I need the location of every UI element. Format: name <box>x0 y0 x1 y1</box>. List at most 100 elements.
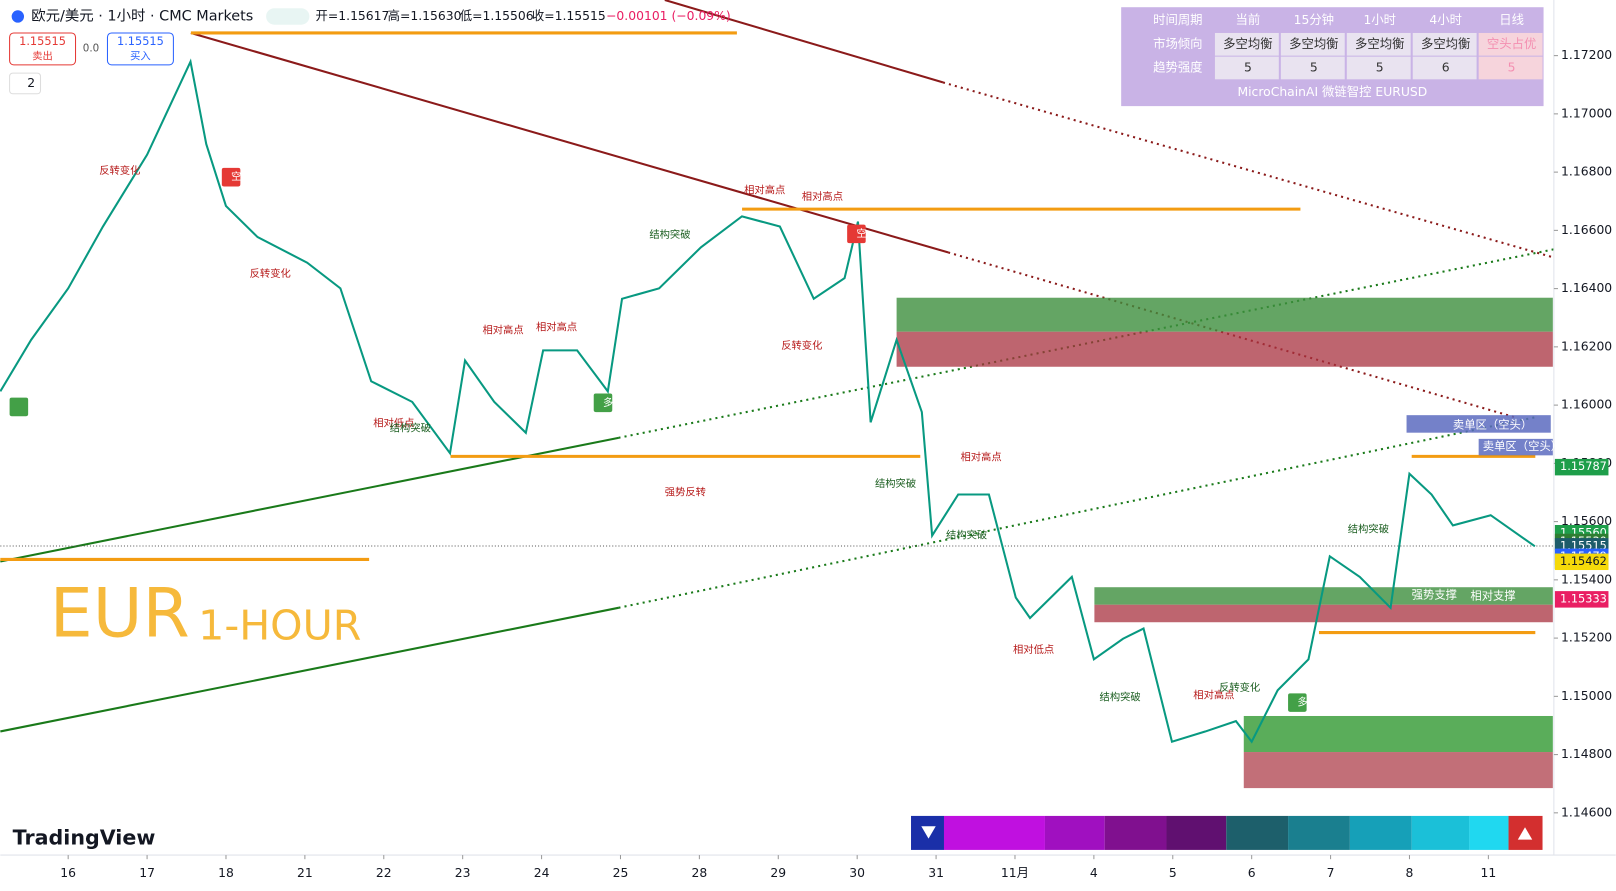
order-block <box>1094 587 1553 605</box>
order-block <box>1094 604 1553 623</box>
y-tick-label: 1.17200 <box>1561 48 1612 62</box>
table-cell-text: 6 <box>1442 60 1450 74</box>
annotation: 相对高点 <box>960 450 1001 463</box>
order-block <box>1243 715 1553 753</box>
trend-line <box>618 416 1536 609</box>
ohlc-open: 开=1.15617 <box>316 9 390 23</box>
levels <box>0 31 1536 635</box>
signal-badge <box>847 224 866 244</box>
x-tick-label: 22 <box>376 866 392 880</box>
watermark-sub: 1-HOUR <box>198 601 361 649</box>
down-arrow <box>921 826 936 839</box>
strip-cell <box>1104 815 1167 850</box>
annotation: 结构突破 <box>649 228 690 241</box>
annotation: 空 <box>856 227 866 240</box>
symbol: 欧元/美元 · 1小时 · CMC Markets <box>31 7 253 24</box>
price-tag-label: 1.15462 <box>1560 554 1607 568</box>
table-cell-text: 多空均衡 <box>1355 37 1404 51</box>
order-block <box>1243 752 1553 789</box>
signal-badge <box>9 397 29 417</box>
table-cell <box>1346 32 1411 56</box>
strip-cell <box>1411 815 1470 850</box>
annotation: 卖单区（空头） <box>1483 439 1562 453</box>
buy-label[interactable]: 买入 <box>130 51 151 63</box>
annotation: 相对高点 <box>536 321 577 334</box>
x-tick-label: 5 <box>1169 866 1177 880</box>
sell-button[interactable] <box>9 32 77 66</box>
sell-price[interactable]: 1.15515 <box>19 34 66 48</box>
x-tick-label: 11月 <box>1001 866 1029 880</box>
ohlc-close: 收=1.15515 <box>532 9 606 23</box>
annotation: 相对高点 <box>744 184 785 197</box>
annotation: 反转变化 <box>1219 681 1260 694</box>
annotation: 结构突破 <box>1100 690 1141 703</box>
table-header: 当前 <box>1236 12 1261 27</box>
annotation: 空 <box>231 170 241 183</box>
table-footer: MicroChainAI 微链智控 EURUSD <box>1237 84 1427 99</box>
x-tick-label: 31 <box>928 866 944 880</box>
x-tick-label: 6 <box>1248 866 1256 880</box>
strip-cell <box>1288 815 1350 850</box>
sell-zone <box>1406 415 1551 433</box>
indicator-toggle[interactable] <box>9 72 42 95</box>
y-tick-label: 1.15200 <box>1561 631 1612 645</box>
y-tick-label: 1.14600 <box>1561 805 1612 819</box>
price-tag <box>1554 591 1609 608</box>
strip-cell <box>1226 815 1289 850</box>
table-cell <box>1478 56 1543 80</box>
status-pill <box>266 8 310 25</box>
buy-price[interactable]: 1.15515 <box>117 34 164 48</box>
up-arrow <box>1517 827 1533 840</box>
table-cell-text: 多空均衡 <box>1289 37 1338 51</box>
table-header: 时间周期 <box>1153 13 1202 27</box>
table-cell <box>1214 56 1279 80</box>
strip-cell <box>1044 815 1105 850</box>
annotation: 多 <box>603 396 613 409</box>
indicator-count[interactable]: 2 <box>27 76 35 90</box>
signal-badge <box>221 167 241 187</box>
x-tick-label: 4 <box>1090 866 1098 880</box>
price-tag-label: 1.15333 <box>1560 591 1607 605</box>
table-cell-text: 5 <box>1508 60 1516 74</box>
x-tick-label: 18 <box>218 866 234 880</box>
table-cell <box>1280 56 1345 80</box>
strip-cell <box>1349 815 1412 850</box>
ohlc-change: −0.00101 (−0.09%) <box>606 9 731 23</box>
table-cell <box>1412 32 1477 56</box>
x-tick-label: 28 <box>692 866 708 880</box>
annotation: 结构突破 <box>390 422 431 435</box>
price-line <box>0 58 1536 744</box>
order-block <box>896 331 1553 367</box>
price-tag <box>1554 458 1609 476</box>
sell-label[interactable]: 卖出 <box>32 50 53 63</box>
annotation: 多 <box>1297 696 1307 709</box>
annotation: 卖单区（空头） <box>1453 417 1532 431</box>
table-cell-text: 多空均衡 <box>1421 37 1470 51</box>
annotation: 相对低点 <box>373 416 414 429</box>
trend-line <box>942 81 1555 259</box>
annotation: 结构突破 <box>1348 523 1389 536</box>
y-tick-label: 1.16600 <box>1561 223 1612 237</box>
table-cell <box>1280 32 1345 56</box>
table-header: 日线 <box>1499 13 1524 27</box>
x-tick-label: 16 <box>60 866 76 880</box>
trend-line <box>664 0 944 84</box>
table-header: 15分钟 <box>1294 12 1334 27</box>
strip-cell <box>943 815 1045 850</box>
table-cell-text: 多空均衡 <box>1223 37 1272 51</box>
table-cell-text: 5 <box>1244 60 1252 74</box>
buy-button[interactable] <box>106 32 174 66</box>
ohlc-high: 高=1.15630 <box>388 8 462 23</box>
annotation: 相对支撑 <box>1470 588 1515 602</box>
annotation: 相对高点 <box>482 324 523 337</box>
x-tick-label: 30 <box>849 866 865 880</box>
x-tick-label: 8 <box>1406 866 1414 880</box>
y-tick-label: 1.17000 <box>1561 106 1612 120</box>
annotation: 结构突破 <box>946 529 987 542</box>
x-tick-label: 21 <box>297 866 313 880</box>
table-cell-text: 空头占优 <box>1487 36 1536 51</box>
y-tick-label: 1.15000 <box>1561 689 1612 703</box>
